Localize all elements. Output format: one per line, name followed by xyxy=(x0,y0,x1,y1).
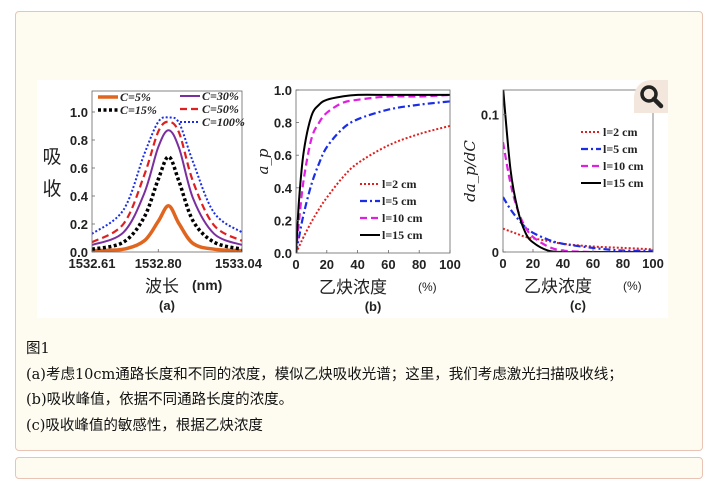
x-tick-label: 40 xyxy=(556,256,570,271)
legend-label: l=15 cm xyxy=(603,176,644,190)
y-tick-label: 1.0 xyxy=(70,105,88,120)
legend-label: l=2 cm xyxy=(382,177,417,191)
y-tick-label: 0.4 xyxy=(274,181,293,196)
series-line-l10cm xyxy=(296,93,450,253)
x-axis-label: 波长 xyxy=(145,277,179,297)
chart-panel-b: 0 20 40 60 80 100 0.0 0.2 0.4 0.6 0.8 1.0 乙炔浓度 (%) (b)… xyxy=(254,83,461,314)
axes-box xyxy=(91,90,243,253)
x-axis-unit: (%) xyxy=(418,280,437,294)
x-tick-label: 80 xyxy=(412,257,426,272)
series-line-l10cm xyxy=(503,142,653,252)
x-tick-label: 1533.04 xyxy=(215,256,263,271)
x-tick-label: 60 xyxy=(586,256,600,271)
y-axis-label: da_p/dC xyxy=(461,140,479,202)
y-axis-label: 收 xyxy=(42,178,61,200)
legend-label: l=5 cm xyxy=(382,194,417,208)
x-tick-label: 60 xyxy=(381,257,395,272)
legend-label: C=30% xyxy=(202,89,239,103)
panel-label: (b) xyxy=(365,299,382,314)
x-axis-unit: (nm) xyxy=(192,277,222,293)
series-line-C100 xyxy=(92,116,242,235)
x-tick-label: 0 xyxy=(292,257,299,272)
series-line-C15 xyxy=(92,155,242,251)
caption-line-c: (c)吸收峰值的敏感性，根据乙炔浓度 xyxy=(26,417,263,434)
chart-panel-c: 0 20 40 60 80 100 0 0.1 乙炔浓度 (%) (c) da_p/dC l=2 cm l… xyxy=(461,89,664,313)
y-tick-label: 0.2 xyxy=(70,217,88,232)
x-tick-label: 80 xyxy=(616,256,630,271)
legend-label: l=10 cm xyxy=(382,211,423,225)
legend-label: C=100% xyxy=(202,115,245,129)
legend-label: C=5% xyxy=(120,90,151,104)
series-line-l15cm xyxy=(503,90,653,252)
y-tick-label: 0.8 xyxy=(274,116,292,131)
y-tick-label: 0.8 xyxy=(70,133,88,148)
legend-label: C=50% xyxy=(202,102,239,116)
legend-label: l=10 cm xyxy=(603,159,644,173)
series-line-l5cm xyxy=(296,100,450,253)
series-line-C30 xyxy=(92,129,242,246)
x-tick-label: 20 xyxy=(526,256,540,271)
figure-caption: 图1 (a)考虑10cm通路长度和不同的浓度，模似乙炔吸收光谱；这里，我们考虑激… xyxy=(26,337,623,439)
x-tick-label: 40 xyxy=(350,257,364,272)
legend-label: l=5 cm xyxy=(603,142,638,156)
x-axis-label: 乙炔浓度 xyxy=(319,278,387,298)
series-line-l15cm xyxy=(296,93,450,253)
figure-image: 1532.61 1532.80 1533.04 0.0 0.2 0.4 0.6 0.8 1.0 波… xyxy=(37,80,668,318)
y-tick-label: 0.6 xyxy=(70,161,88,176)
chart-panel-a: 1532.61 1532.80 1533.04 0.0 0.2 0.4 0.6 0.8 1.0 波… xyxy=(42,89,262,313)
series-line-C50 xyxy=(92,120,242,244)
x-tick-label: 1532.61 xyxy=(69,256,116,271)
y-tick-label: 0.1 xyxy=(481,108,499,123)
legend-label: C=15% xyxy=(120,103,157,117)
series-line-C5 xyxy=(92,204,242,252)
x-axis-label: 乙炔浓度 xyxy=(524,277,592,297)
x-tick-label: 20 xyxy=(320,257,334,272)
y-axis-label: 吸 xyxy=(42,146,61,168)
y-tick-label: 0.2 xyxy=(274,213,292,228)
y-tick-label: 0.0 xyxy=(274,246,292,261)
y-tick-label: 0 xyxy=(492,245,499,260)
caption-line-a: (a)考虑10cm通路长度和不同的浓度，模似乙炔吸收光谱；这里，我们考虑激光扫描… xyxy=(26,366,623,383)
y-tick-label: 0.0 xyxy=(70,245,88,260)
axes-box xyxy=(295,89,451,254)
caption-title: 图1 xyxy=(26,341,50,357)
caption-line-b: (b)吸收峰值，依据不同通路长度的浓度。 xyxy=(26,392,294,408)
series-line-l5cm xyxy=(503,196,653,252)
x-tick-label: 100 xyxy=(439,257,461,272)
zoom-button[interactable] xyxy=(634,80,668,113)
y-tick-label: 0.4 xyxy=(70,189,89,204)
x-tick-label: 0 xyxy=(499,256,506,271)
x-tick-label: 1532.80 xyxy=(135,256,182,271)
y-tick-label: 0.6 xyxy=(274,148,292,163)
panel-label: (c) xyxy=(570,298,586,313)
legend-label: l=15 cm xyxy=(382,228,423,242)
legend-label: l=2 cm xyxy=(603,125,638,139)
y-tick-label: 1.0 xyxy=(274,83,292,98)
y-axis-label: a_p xyxy=(254,148,272,174)
x-tick-label: 100 xyxy=(642,256,664,271)
magnifier-icon xyxy=(640,85,664,109)
panel-label: (a) xyxy=(159,298,175,313)
x-axis-unit: (%) xyxy=(623,279,642,293)
axes-box xyxy=(502,89,654,253)
